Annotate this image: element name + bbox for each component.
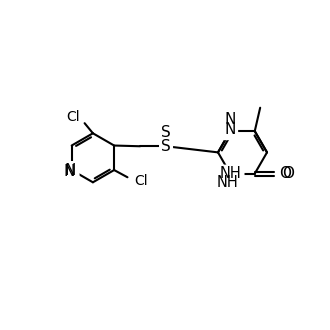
Text: Cl: Cl <box>134 174 148 188</box>
Text: N: N <box>65 163 78 178</box>
Text: NH: NH <box>216 176 238 190</box>
Text: N: N <box>224 124 237 139</box>
Text: S: S <box>161 139 171 154</box>
Text: S: S <box>160 139 172 154</box>
Text: O: O <box>279 166 291 181</box>
Text: Cl: Cl <box>67 110 80 124</box>
Text: O: O <box>282 166 294 181</box>
Text: O: O <box>279 166 291 181</box>
Text: N: N <box>64 163 76 178</box>
Text: N: N <box>224 112 236 127</box>
Text: N: N <box>63 164 75 179</box>
Text: S: S <box>161 125 171 140</box>
Text: NH: NH <box>219 166 241 181</box>
Text: N: N <box>224 122 236 137</box>
Text: NH: NH <box>217 166 243 181</box>
